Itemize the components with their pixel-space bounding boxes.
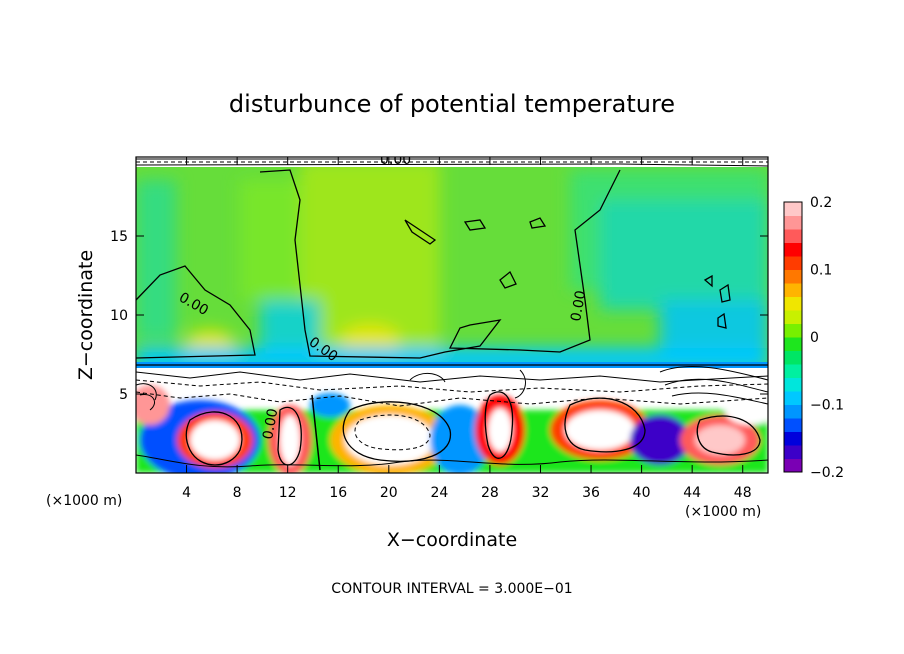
x-tick-label: 40 (633, 485, 651, 501)
x-axis-label: X−coordinate (387, 529, 517, 551)
colorbar-swatch (784, 377, 802, 392)
colorbar-swatch (784, 418, 802, 432)
lower-contours (136, 366, 768, 471)
x-unit-right: (×1000 m) (685, 504, 761, 520)
zero-contours (136, 169, 768, 366)
x-ticks: 4 8 12 16 20 24 28 32 36 40 44 48 (182, 157, 752, 501)
colorbar-swatch (784, 296, 802, 311)
colorbar-swatch (784, 242, 802, 257)
colorbar-swatch (784, 323, 802, 338)
colorbar-swatch (784, 350, 802, 365)
colorbar-frame (783, 201, 803, 473)
x-tick-label: 20 (380, 485, 398, 501)
colorbar-swatch (784, 202, 802, 216)
contour-label: 0.00 (260, 407, 281, 440)
x-tick-label: 32 (532, 485, 550, 501)
colorbar-tick-label: 0 (810, 330, 819, 346)
x-tick-label: 4 (182, 485, 191, 501)
contour-label: 0.00 (568, 289, 589, 322)
x-tick-label: 8 (233, 485, 242, 501)
x-tick-label: 24 (430, 485, 448, 501)
colorbar-swatch (784, 391, 802, 405)
top-boundary-contours (136, 158, 768, 167)
colorbar-tick-label: 0.1 (810, 263, 832, 279)
x-tick-label: 16 (329, 485, 347, 501)
x-unit-left: (×1000 m) (46, 493, 122, 509)
y-tick-label: 10 (110, 308, 128, 324)
colorbar-swatch (784, 215, 802, 230)
colorbar-swatch (784, 364, 802, 378)
y-tick-label: 15 (110, 229, 128, 245)
x-tick-label: 36 (582, 485, 600, 501)
x-tick-label: 48 (734, 485, 752, 501)
colorbar-swatch (784, 445, 802, 459)
colorbar-swatch (784, 404, 802, 419)
colorbar-ticks: 0.2 0.1 0 −0.1 −0.2 (810, 195, 844, 481)
colorbar-swatch (784, 256, 802, 270)
x-tick-label: 12 (279, 485, 297, 501)
colorbar-swatch (784, 431, 802, 446)
plot-area: 0.00 0.00 0.00 0.00 0.00 (136, 152, 768, 473)
colorbar-swatch (784, 229, 802, 243)
colorbar-swatch (784, 283, 802, 297)
y-ticks: 5 10 15 (110, 229, 768, 403)
chart-title: disturbunce of potential temperature (229, 90, 675, 118)
x-tick-label: 28 (481, 485, 499, 501)
x-tick-label: 44 (683, 485, 701, 501)
contour-label: 0.00 (380, 152, 411, 168)
colorbar (784, 202, 802, 473)
colorbar-swatch (784, 310, 802, 324)
colorbar-tick-label: −0.2 (810, 465, 844, 481)
colorbar-tick-label: 0.2 (810, 195, 832, 211)
colorbar-swatch (784, 458, 802, 473)
colorbar-swatch (784, 337, 802, 351)
y-axis-label: Z−coordinate (75, 250, 97, 380)
colorbar-tick-label: −0.1 (810, 398, 844, 414)
colorbar-swatch (784, 269, 802, 284)
contour-interval-footer: CONTOUR INTERVAL = 3.000E−01 (331, 581, 572, 597)
y-tick-label: 5 (119, 387, 128, 403)
